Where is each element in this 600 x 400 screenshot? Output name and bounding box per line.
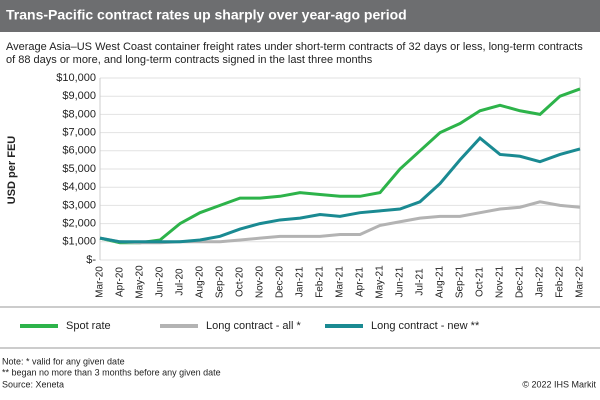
x-tick-label: Oct-20 <box>235 267 246 297</box>
x-tick-label: Aug-20 <box>195 265 206 298</box>
y-tick-label: $5,000 <box>62 163 96 175</box>
y-tick-label: $4,000 <box>62 181 96 193</box>
title-bar <box>0 0 600 32</box>
legend-label: Long contract - new ** <box>371 320 480 332</box>
x-tick-label: Nov-20 <box>255 265 266 298</box>
x-tick-label: May-21 <box>375 265 386 299</box>
x-tick-label: Sep-21 <box>455 265 466 298</box>
x-tick-label: Feb-21 <box>315 266 326 298</box>
x-tick-label: Apr-20 <box>115 267 126 297</box>
y-tick-label: $1,000 <box>62 236 96 248</box>
x-tick-label: Mar-20 <box>95 266 106 298</box>
x-tick-label: Feb-22 <box>555 266 566 298</box>
x-tick-label: Jul-21 <box>415 268 426 296</box>
x-tick-label: Oct-21 <box>475 267 486 297</box>
y-tick-label: $2,000 <box>62 218 96 230</box>
chart-title: Trans-Pacific contract rates up sharply … <box>6 7 407 23</box>
y-tick-label: $- <box>86 254 96 266</box>
subtitle: Average Asia–US West Coast container fre… <box>6 41 583 53</box>
y-axis-label: USD per FEU <box>6 136 18 205</box>
series-line <box>99 200 581 245</box>
x-tick-label: Dec-21 <box>515 265 526 298</box>
x-tick-label: Nov-21 <box>495 265 506 298</box>
x-tick-label: Jun-21 <box>395 266 406 297</box>
x-tick-label: May-20 <box>135 265 146 299</box>
y-tick-label: $7,000 <box>62 127 96 139</box>
x-tick-label: Dec-20 <box>275 265 286 298</box>
legend-label: Spot rate <box>66 320 111 332</box>
note: Note: * valid for any given date <box>2 356 125 366</box>
subtitle: of 88 days or more, and long-term contra… <box>6 54 373 66</box>
note: ** began no more than 3 months before an… <box>2 367 221 377</box>
x-tick-label: Jul-20 <box>175 268 186 296</box>
y-tick-label: $9,000 <box>62 90 96 102</box>
y-tick-label: $3,000 <box>62 199 96 211</box>
x-tick-label: Jan-21 <box>295 266 306 297</box>
copyright: © 2022 IHS Markit <box>522 379 596 389</box>
series-line <box>99 136 581 244</box>
x-tick-label: Mar-21 <box>335 266 346 298</box>
legend-label: Long contract - all * <box>206 320 301 332</box>
y-tick-label: $8,000 <box>62 108 96 120</box>
series-line <box>99 87 581 245</box>
x-tick-label: Sep-20 <box>215 265 226 298</box>
x-tick-label: Jun-20 <box>155 266 166 297</box>
source: Source: Xeneta <box>2 379 64 389</box>
x-tick-label: Mar-22 <box>575 266 586 298</box>
x-tick-label: Aug-21 <box>435 265 446 298</box>
y-tick-label: $6,000 <box>62 145 96 157</box>
x-tick-label: Jan-22 <box>535 266 546 297</box>
y-tick-label: $10,000 <box>56 72 96 84</box>
x-tick-label: Apr-21 <box>355 267 366 297</box>
